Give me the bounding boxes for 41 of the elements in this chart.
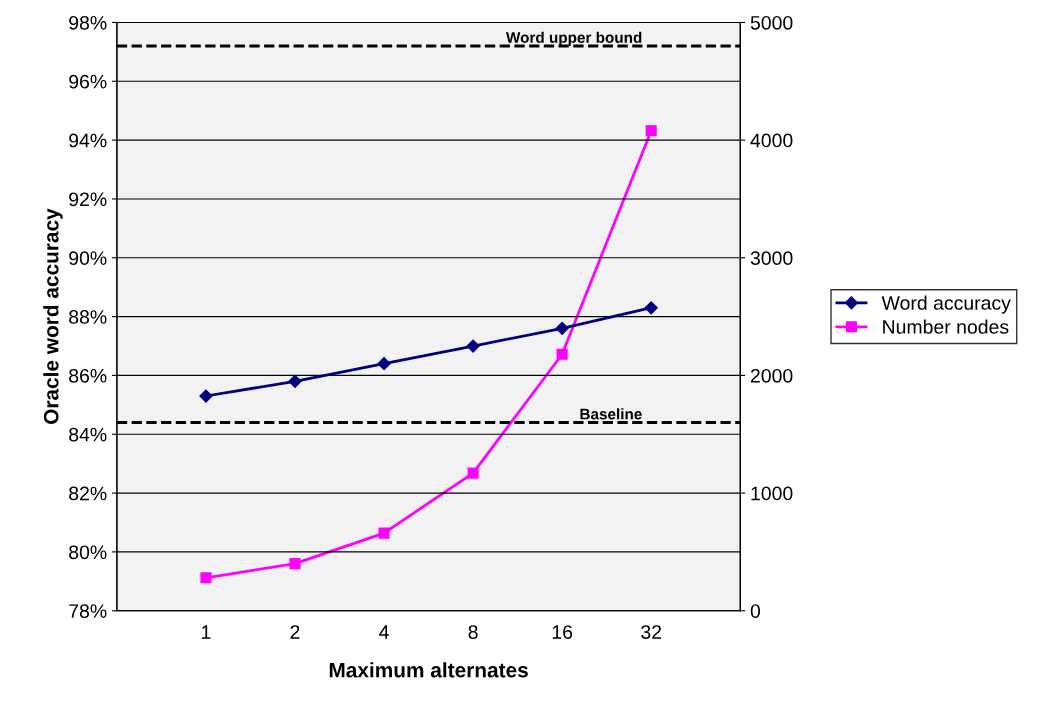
x-tick-label: 8 [468,625,478,639]
point [556,348,568,360]
y-tick-label: 90% [69,251,107,266]
x-tick-label: 1 [202,625,211,639]
point [466,339,480,353]
x-tick-label: 16 [552,625,573,639]
point [467,467,479,479]
legend-label: Word accuracy [881,295,1011,314]
y-tick-label: 96% [69,74,107,89]
y2-tick-label: 0 [750,604,761,618]
point [288,374,302,388]
y-tick-label: 84% [69,427,107,442]
ref-line-label: Word upper bound [505,31,642,46]
y2-tick-label: 1000 [751,486,793,501]
y-tick-label: 86% [69,368,107,383]
y-tick-label: 78% [69,604,107,618]
x-tick-label: 4 [379,625,389,639]
legend-label: Number nodes [883,319,1009,334]
y2-tick-label: 5000 [750,15,793,30]
ref-line-label: Baseline [580,408,642,420]
y-axis-title: Oracle word accuracy [43,208,63,425]
point [289,558,301,570]
y2-tick-label: 4000 [750,133,793,148]
y2-tick-label: 2000 [750,368,793,383]
point [199,389,213,403]
point [200,572,212,584]
y2-tick-label: 3000 [750,251,793,266]
y-tick-label: 92% [69,192,107,207]
x-axis-title: Maximum alternates [329,662,528,678]
point [378,527,390,539]
point [645,125,657,137]
point [644,301,658,315]
y-tick-label: 80% [69,545,107,560]
point [377,357,391,371]
y-tick-label: 82% [69,486,107,501]
y-tick-label: 94% [69,133,107,148]
point [555,321,569,335]
x-tick-label: 32 [641,625,662,639]
y-tick-label: 98% [69,15,107,30]
x-tick-label: 2 [290,625,300,639]
y-tick-label: 88% [69,310,107,324]
